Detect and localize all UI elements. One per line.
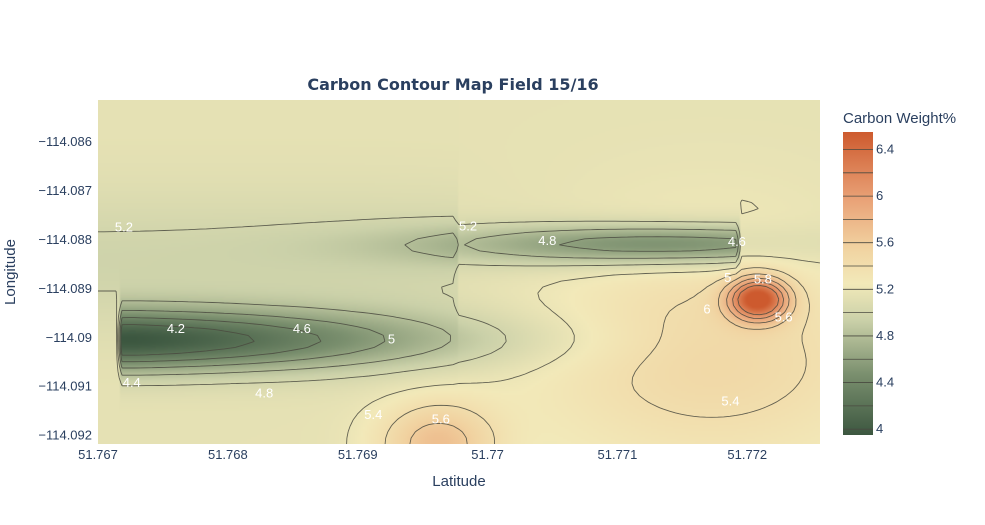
contour-label: 5.6 [432,412,450,427]
y-axis-title: Longitude [2,239,19,305]
contour-level-5-4 [384,267,810,444]
contour-label: 5 [388,331,395,346]
contour-labels: 5.2 5.2 4.8 4.6 5 5.8 6 5.6 4.2 4.6 5 4.4 4.8 5.4 5.6 5… [115,219,793,427]
colorbar-tick-label: 4.4 [876,375,894,390]
contour-level-4-2 [120,324,255,356]
contour-label: 5.4 [364,407,382,422]
contour-label: 5.2 [459,219,477,234]
y-tick-label: −114.087 [38,183,92,198]
contour-level-4-6 [118,236,737,369]
contour-level-5-6 [409,273,797,444]
colorbar-title: Carbon Weight% [843,110,956,127]
x-tick-label: 51.767 [78,447,118,462]
contour-level-4-8 [117,228,739,376]
colorbar-tick-label: 6 [876,188,883,203]
contour-label: 4.6 [728,234,746,249]
contour-label: 5.8 [754,272,772,287]
y-tick-label: −114.092 [38,428,92,443]
colorbar-gradient [843,132,873,435]
colorbar-tick-label: 6.4 [876,141,894,156]
contour-level-6-2 [737,285,780,316]
contour-label: 5 [724,270,731,285]
colorbar-tick-label: 5.2 [876,281,894,296]
contour-level-4-4 [119,317,322,363]
y-tick-label: −114.089 [38,281,92,296]
colorbar: Carbon Weight% 6.4 6 5.6 5.2 4.8 4.4 4 [843,110,956,436]
contour-label: 5.4 [721,393,739,408]
contour-label: 6 [703,301,710,316]
contour-label: 5.6 [775,309,793,324]
x-axis-title: Latitude [432,473,485,490]
y-axis-ticks: −114.086 −114.087 −114.088 −114.089 −114.09 −… [38,134,92,443]
contour-level-5-2 [346,199,820,444]
contour-level-6 [732,281,785,320]
plot-area: 5.2 5.2 4.8 4.6 5 5.8 6 5.6 4.2 4.6 5 4.4 4.8 5.4 5.6 5… [98,100,820,444]
y-tick-label: −114.09 [46,330,92,345]
x-tick-label: 51.77 [471,447,504,462]
contour-label: 4.4 [123,375,141,390]
colorbar-level-lines [843,149,873,430]
x-tick-label: 51.771 [598,447,638,462]
colorbar-tick-label: 5.6 [876,235,894,250]
contour-level-5 [98,215,741,387]
colorbar-tick-label: 4.8 [876,328,894,343]
y-tick-label: −114.091 [38,379,92,394]
x-tick-label: 51.768 [208,447,248,462]
x-axis-ticks: 51.767 51.768 51.769 51.77 51.771 51.772 [78,447,767,462]
contour-label: 4.8 [255,386,273,401]
contour-label: 4.8 [538,233,556,248]
chart-title: Carbon Contour Map Field 15/16 [307,75,598,94]
contour-lines [98,199,820,444]
y-tick-label: −114.086 [38,134,92,149]
colorbar-tick-label: 4 [876,421,883,436]
contour-label: 4.2 [167,321,185,336]
y-tick-label: −114.088 [38,232,92,247]
contour-label: 4.6 [293,321,311,336]
contour-level-5-8 [726,277,790,324]
x-tick-label: 51.769 [338,447,378,462]
x-tick-label: 51.772 [727,447,767,462]
heatmap-fill [98,100,820,444]
contour-label: 5.2 [115,220,133,235]
colorbar-ticks: 6.4 6 5.6 5.2 4.8 4.4 4 [876,141,894,436]
